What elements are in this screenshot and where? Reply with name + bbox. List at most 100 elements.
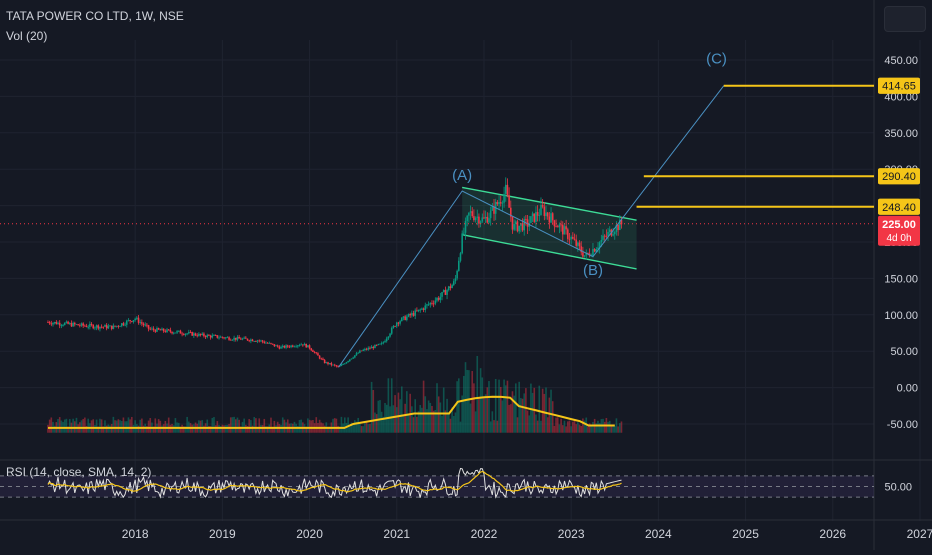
volume-bar <box>270 417 272 433</box>
rsi-indicator-label[interactable]: RSI (14, close, SMA, 14, 2) <box>6 465 152 479</box>
candle-body <box>342 364 344 365</box>
volume-bar <box>47 424 49 433</box>
candle-body <box>198 333 200 337</box>
volume-indicator-label[interactable]: Vol (20) <box>6 29 48 43</box>
candle-body <box>437 298 440 300</box>
volume-bar <box>179 426 182 433</box>
candle-body <box>613 231 616 235</box>
candle-body <box>407 314 410 317</box>
candle-body <box>367 347 370 350</box>
candle-body <box>347 361 349 363</box>
volume-bar <box>152 426 155 433</box>
volume-bar <box>478 397 480 433</box>
volume-bar <box>117 419 120 433</box>
volume-bar <box>149 418 152 433</box>
candle-body <box>63 322 66 326</box>
price-axis-tick-label: 0.00 <box>897 383 918 395</box>
volume-bar <box>580 425 583 433</box>
volume-bar <box>498 379 500 433</box>
candle-body <box>255 341 257 342</box>
time-axis-label: 2019 <box>209 527 236 541</box>
candle-body <box>575 239 577 246</box>
volume-bar <box>201 420 204 433</box>
volume-bar <box>508 404 510 433</box>
candle-body <box>513 224 515 230</box>
volume-bar <box>394 395 396 433</box>
candle-body <box>504 184 507 194</box>
level-price-label-top: 290.40 <box>882 171 916 183</box>
candle-body <box>302 344 304 346</box>
candle-body <box>73 322 76 325</box>
volume-bar <box>488 381 490 433</box>
candle-body <box>535 212 537 222</box>
volume-bar <box>167 417 170 433</box>
volume-bar <box>198 420 200 433</box>
candle-body <box>97 325 100 329</box>
time-axis-label: 2023 <box>558 527 585 541</box>
candle-body <box>617 224 619 231</box>
candle-body <box>201 333 204 335</box>
candle-body <box>276 345 279 347</box>
symbol-title: TATA POWER CO LTD, 1W, NSE <box>6 9 184 23</box>
channel-upper-line[interactable] <box>462 186 637 221</box>
volume-bar <box>466 369 468 433</box>
volume-bar <box>137 425 140 433</box>
volume-bar <box>608 420 611 433</box>
volume-bar <box>172 425 175 433</box>
candle-body <box>75 324 78 326</box>
candle-body <box>354 355 356 358</box>
time-axis-label: 2021 <box>383 527 410 541</box>
wave-label: (B) <box>583 262 603 279</box>
candle-body <box>488 218 490 223</box>
candle-body <box>224 337 227 339</box>
candle-body <box>461 233 463 254</box>
candle-body <box>94 327 96 329</box>
price-axis-tick-label: 50.00 <box>890 346 918 358</box>
candle-body <box>452 281 455 285</box>
candle-body <box>127 320 130 321</box>
time-axis-label: 2025 <box>732 527 759 541</box>
candle-body <box>251 339 254 342</box>
candle-body <box>523 219 526 231</box>
volume-bar <box>161 425 163 433</box>
volume-bar <box>404 403 406 433</box>
volume-bar <box>459 421 462 433</box>
volume-bar <box>535 414 537 433</box>
candle-body <box>600 239 603 243</box>
candle-body <box>518 225 520 232</box>
candle-body <box>275 345 277 347</box>
volume-bar <box>60 420 63 433</box>
time-axis-label: 2026 <box>819 527 846 541</box>
volume-bar <box>563 420 566 433</box>
candle-body <box>473 216 475 221</box>
candle-body <box>114 325 116 327</box>
volume-bar <box>99 418 101 433</box>
volume-bar <box>112 416 115 433</box>
time-axis-label: 2022 <box>471 527 498 541</box>
candle-body <box>241 338 244 340</box>
elliott-wave-line[interactable] <box>338 85 725 368</box>
volume-bar <box>340 416 343 433</box>
candle-body <box>416 310 418 312</box>
candle-body <box>577 242 579 246</box>
current-price-label: 225.00 <box>882 219 916 231</box>
candle-body <box>134 318 136 321</box>
candle-body <box>489 210 492 219</box>
candle-body <box>370 346 373 349</box>
candle-body <box>70 323 73 327</box>
candle-body <box>213 335 215 336</box>
candle-body <box>478 216 480 224</box>
candle-body <box>246 338 249 341</box>
candle-body <box>548 216 551 223</box>
candle-body <box>380 343 383 344</box>
candle-body <box>223 337 225 339</box>
candle-body <box>546 212 549 217</box>
candle-body <box>390 327 393 334</box>
candle-body <box>333 364 336 366</box>
toolbar-button[interactable] <box>884 6 926 32</box>
channel-lower-line[interactable] <box>462 234 637 270</box>
level-price-tag-top <box>878 77 920 94</box>
candle-body <box>179 330 182 334</box>
